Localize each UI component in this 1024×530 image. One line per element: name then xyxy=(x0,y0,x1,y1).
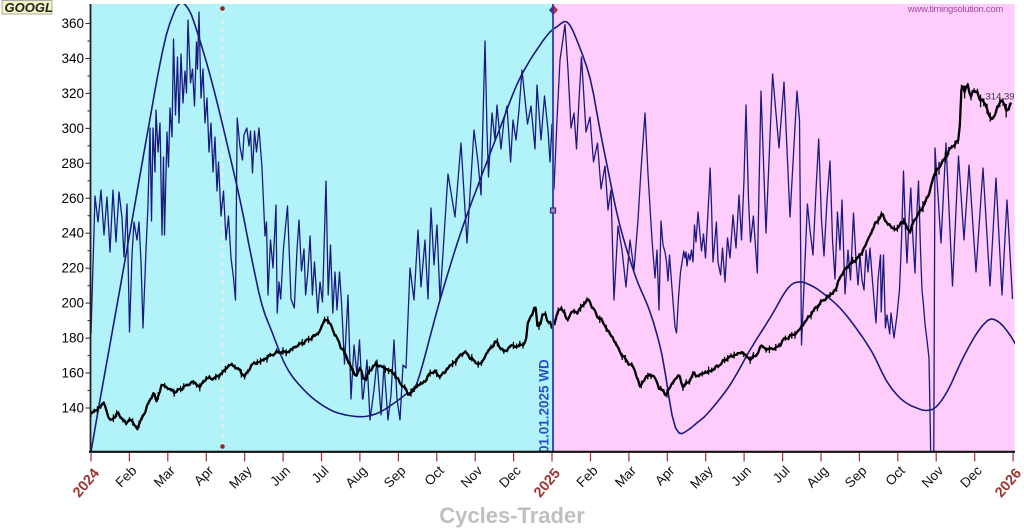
svg-text:180: 180 xyxy=(61,331,84,346)
svg-text:140: 140 xyxy=(61,401,84,416)
svg-text:160: 160 xyxy=(61,366,84,381)
svg-text:240: 240 xyxy=(61,226,84,241)
svg-text:300: 300 xyxy=(61,121,84,136)
svg-text:280: 280 xyxy=(61,156,84,171)
svg-text:320: 320 xyxy=(61,86,84,101)
svg-text:www.timingsolution.com: www.timingsolution.com xyxy=(907,4,1004,15)
svg-text:01.01.2025 WD: 01.01.2025 WD xyxy=(537,359,552,453)
svg-text:200: 200 xyxy=(61,296,84,311)
svg-text:360: 360 xyxy=(61,16,84,31)
svg-text:314.39: 314.39 xyxy=(986,92,1015,103)
svg-text:Cycles-Trader: Cycles-Trader xyxy=(439,503,585,528)
svg-text:220: 220 xyxy=(61,261,84,276)
svg-text:GOOGL: GOOGL xyxy=(5,0,53,15)
svg-text:260: 260 xyxy=(61,191,84,206)
svg-text:340: 340 xyxy=(61,51,84,66)
